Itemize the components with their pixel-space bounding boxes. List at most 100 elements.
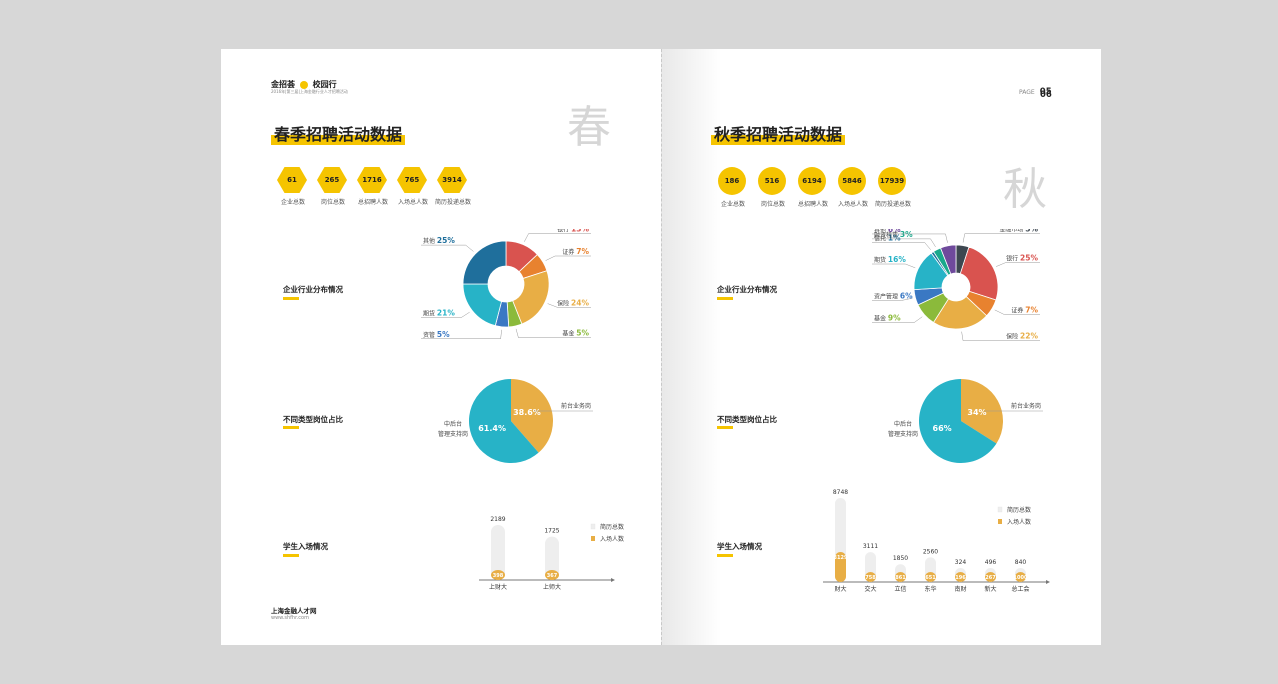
stat-item: 6194 总招聘人数 [791,167,841,208]
legend-swatch [998,519,1002,524]
slice-label: 证券 7% [1011,305,1038,314]
slice-pct: 6% [888,229,901,234]
page-fold [661,49,662,645]
leader-line [961,331,1040,341]
slice-name: 期货 [874,256,888,264]
leader-line [872,263,916,269]
leader-line [872,242,931,250]
slice-name: 融资租赁 [874,231,900,239]
attendance-bar-chart: 8748 3129 财大 3111 758 交大 1850 861 立信 2560 651 东华 324… [823,489,1050,593]
bar-total-label: 1850 [893,555,908,562]
slice-label: 银行 25% [1006,253,1038,262]
stat-label: 岗位总数 [320,199,345,206]
slice-pct: 3% [900,230,913,239]
footer-url[interactable]: www.shfhr.com [271,615,309,621]
stat-item: 265 岗位总数 [311,167,361,206]
slice-label: 基金 5% [562,329,589,338]
slice-label: 信托 1% [874,233,901,242]
bar-entry [895,572,906,582]
bar-category-label: 上财大 [489,583,507,591]
slice-pct: 5% [576,329,589,338]
slice-name: 资产管理 [874,292,900,300]
stat-item: 17939 简历投递总数 [871,167,921,208]
legend-label: 简历总数 [600,523,624,531]
bar-category-label: 新大 [984,585,996,593]
bar-entry-label: 267 [985,575,996,581]
section-bar [717,426,733,429]
slice-label: 期货 21% [423,309,455,318]
slice-label: 资管 5% [423,330,450,339]
bar-category-label: 南财 [954,585,966,593]
section-title: 学生入场情况 [717,542,762,551]
stat-value: 765 [397,167,427,193]
pie-label-back: 中后台 [894,420,912,428]
legend-swatch [591,536,595,541]
slice-name: 保险 [557,299,571,307]
page-num-1: 05 [1039,87,1052,97]
slice-name: 保险 [1006,333,1020,341]
page-num-2: 06 [1040,90,1052,100]
slice-pct: 22% [1020,332,1038,341]
stat-value: 265 [317,167,347,193]
bar-entry [835,551,846,582]
stats-row: 186 企业总数 516 岗位总数 6194 总招聘人数 5846 入场总人数 17939 简历投… [711,167,931,212]
leader-line [515,328,591,338]
leader-line [547,303,591,308]
leader-line [872,238,936,248]
slice-pct: 6% [900,291,913,300]
section-bar [717,297,733,300]
bar-total-label: 2560 [923,548,938,555]
slice-name: 基金 [874,315,888,323]
pie-label-back-2: 管理支持岗 [888,430,918,438]
pie-slice [511,379,553,453]
bar-entry-label: 196 [955,575,966,581]
decorative-char: 秋 [1003,164,1047,215]
section-bar [717,554,733,557]
slice-pct: 13% [571,229,589,234]
section-bar [283,426,299,429]
stat-value: 5846 [838,167,866,195]
stat-item: 1716 总招聘人数 [351,167,401,206]
slice-pct: 16% [888,255,906,264]
legend-label: 入场人数 [600,535,624,543]
donut-slice [940,244,957,275]
stat-label: 岗位总数 [760,201,785,208]
slice-name: 资管 [423,331,437,339]
slice-name: 证券 [562,248,576,256]
slice-label: 金融市场 5% [999,229,1038,234]
donut-slice [959,246,999,301]
slice-name: 银行 [557,229,571,234]
page-shadow [661,49,721,645]
stat-item: 765 入场总人数 [391,167,441,206]
slice-label: 其他 25% [423,236,455,245]
bar-total-label: 3111 [863,543,878,550]
leader-line [872,233,948,243]
slice-label: 银行 13% [557,229,589,234]
slice-name: 信托 [874,234,888,242]
stat-label: 企业总数 [280,199,305,206]
stat-value: 3914 [437,167,467,193]
slice-name: 基金 [562,330,576,338]
slice-label: 保险 22% [1006,332,1038,341]
slice-pct: 9% [888,314,901,323]
section-title: 学生入场情况 [283,542,328,551]
brand-subtitle: 2016年|第三届|上海金融行业人才招聘活动 [271,89,348,94]
stat-item: 5846 入场总人数 [831,167,881,208]
slice-label: 证券 7% [562,247,589,256]
page-title: 秋季招聘活动数据 [711,121,846,145]
axis-arrow [1046,580,1050,584]
bar-total-label: 2189 [490,516,505,523]
slice-label: 基金 9% [874,314,901,323]
pie-slice [961,379,1003,444]
leader-line [995,262,1040,267]
leader-line [524,233,591,242]
footer-name: 上海金融人才网 [271,607,317,615]
pie-value: 38.6% [513,408,541,417]
bar-category-label: 上师大 [543,583,561,591]
stat-item: 61 企业总数 [271,167,321,206]
slice-pct: 5% [437,330,450,339]
slice-name: 其他 [874,229,888,234]
bar-entry [955,572,966,582]
slice-pct: 7% [576,247,589,256]
